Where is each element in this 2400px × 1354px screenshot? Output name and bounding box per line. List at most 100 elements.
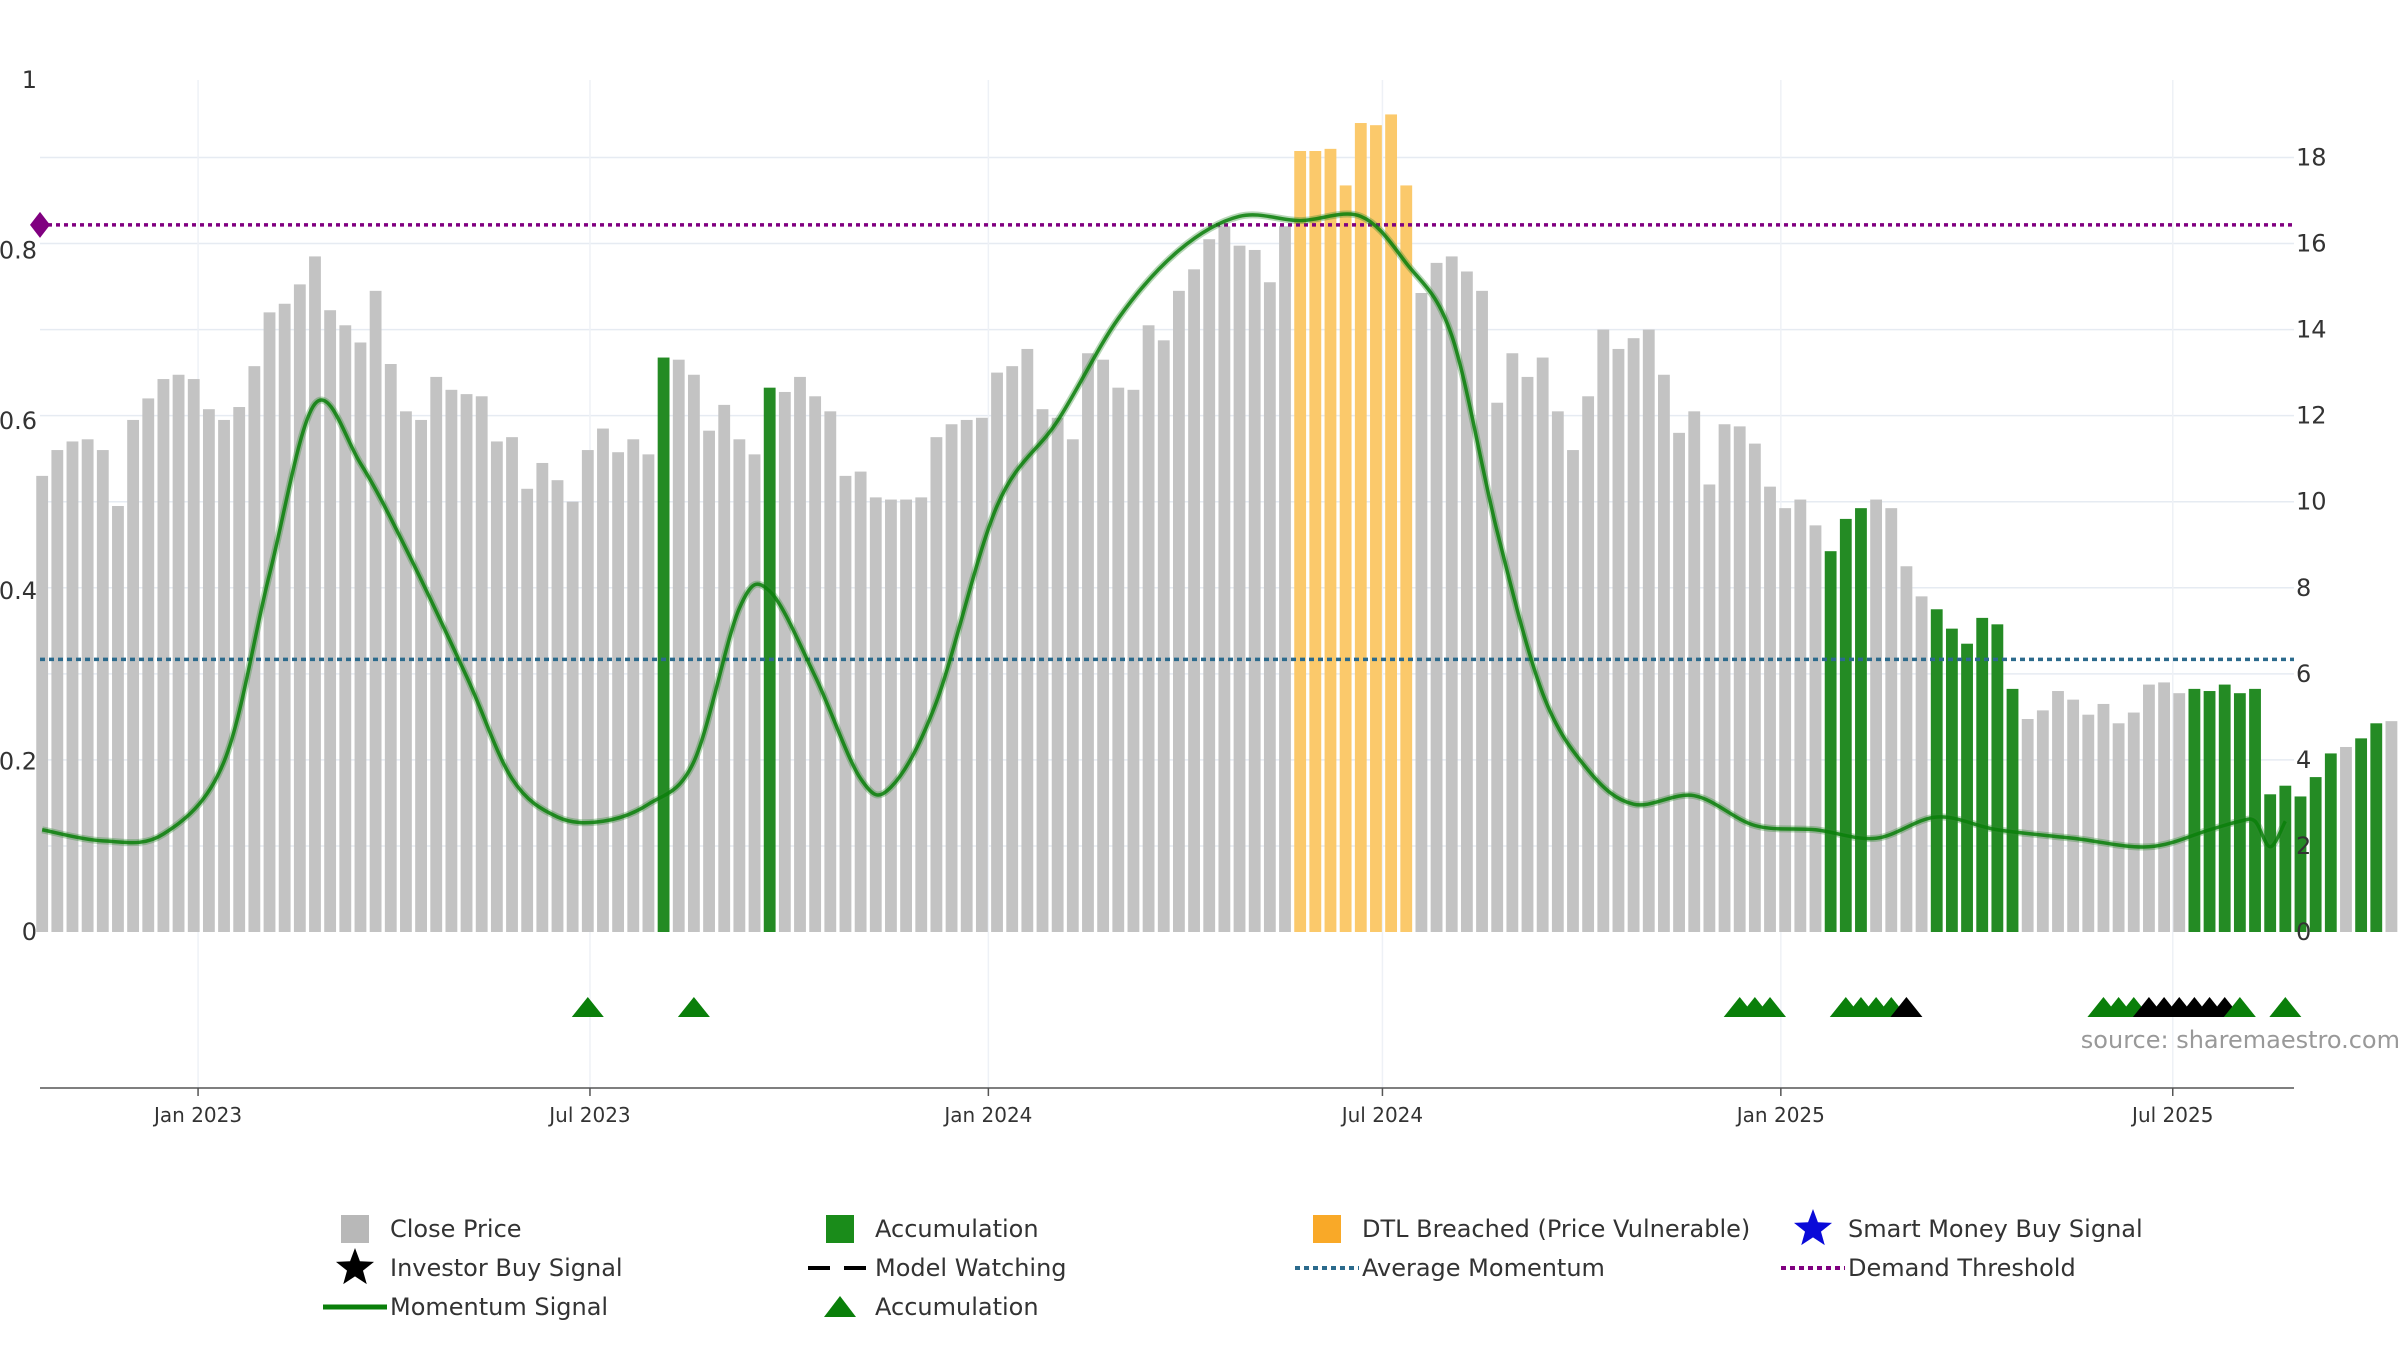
accumulation-bar (1855, 508, 1867, 932)
close-price-bar (51, 450, 64, 932)
close-price-bar (263, 312, 276, 932)
close-price-bar (1703, 484, 1716, 932)
accumulation-bar (2249, 688, 2261, 932)
close-price-bar (1066, 439, 1079, 932)
accumulation-bar (1991, 624, 2004, 932)
accumulation-bar (1945, 628, 1958, 932)
legend-label: Close Price (390, 1215, 522, 1243)
close-price-bar (521, 488, 534, 932)
accumulation-bar (2324, 753, 2337, 932)
y-right-tick-label: 12 (2296, 402, 2327, 430)
lines (30, 210, 2294, 851)
close-price-bar (1157, 340, 1170, 932)
legend-label: DTL Breached (Price Vulnerable) (1362, 1215, 1750, 1243)
close-price-bar (824, 411, 837, 932)
y-right-tick-label: 10 (2296, 488, 2327, 516)
close-price-bar (930, 437, 943, 932)
dtl-breached-bar (1354, 123, 1367, 933)
close-price-bar (400, 411, 412, 932)
close-price-bar (718, 404, 731, 932)
close-price-bar (1779, 508, 1792, 932)
legend-label: Accumulation (875, 1215, 1039, 1243)
close-price-bar (1642, 329, 1655, 932)
close-price-bar (2082, 714, 2095, 932)
close-price-bar (869, 497, 882, 932)
close-price-bar (475, 396, 488, 933)
close-price-bar (490, 441, 503, 932)
markers (571, 997, 2302, 1017)
dtl-breached-bar (1309, 151, 1322, 932)
legend-star-icon (1793, 1209, 1833, 1246)
close-price-bar (1021, 348, 1034, 932)
x-tick-label: Jul 2024 (1340, 1103, 1423, 1127)
close-price-bar (1567, 450, 1579, 932)
close-price-bar (2340, 746, 2352, 932)
close-price-bar (597, 428, 609, 932)
close-price-bar (612, 452, 625, 932)
y-left-tick-label: 1 (22, 66, 37, 94)
close-price-bar (1915, 596, 1928, 932)
accumulation-marker (2223, 997, 2256, 1017)
close-price-bar (127, 419, 140, 932)
close-price-bar (1188, 269, 1200, 932)
close-price-bar (309, 256, 321, 932)
y-left-tick-label: 0.4 (0, 577, 37, 605)
close-price-bar (369, 290, 382, 932)
accumulation-bar (1961, 643, 1973, 932)
close-price-bar (642, 454, 655, 932)
close-price-bar (854, 471, 867, 932)
accumulation-marker (677, 997, 710, 1017)
close-price-bar (900, 499, 913, 932)
close-price-bar (157, 379, 170, 932)
accumulation-marker (2269, 997, 2302, 1017)
x-tick-label: Jan 2025 (1735, 1103, 1825, 1127)
close-price-bar (687, 374, 700, 932)
close-price-bar (991, 372, 1003, 932)
accumulation-bar (1824, 551, 1837, 932)
demand-threshold-marker (30, 211, 50, 238)
accumulation-bar (2355, 738, 2368, 932)
dtl-breached-bar (1370, 125, 1382, 932)
investor-signal-marker (1890, 997, 1923, 1017)
source-label: source: sharemaestro.com (2081, 1026, 2400, 1054)
legend-square-icon (826, 1215, 854, 1243)
legend: Close Price Accumulation DTL Breached (Pri… (323, 1209, 2143, 1321)
dtl-breached-bar (1324, 148, 1337, 932)
y-right-tick-label: 6 (2296, 660, 2311, 688)
dtl-breached-bar (1385, 114, 1398, 932)
accumulation-bar (2203, 691, 2216, 932)
close-price-bar (2097, 703, 2110, 932)
close-price-bar (1551, 411, 1564, 932)
close-price-bar (1718, 424, 1731, 932)
close-price-bar (278, 303, 291, 932)
close-price-bar (1673, 432, 1685, 932)
bars (36, 114, 2398, 933)
close-price-bar (1900, 566, 1913, 932)
close-price-bar (1582, 396, 1595, 933)
close-price-bar (1870, 499, 1883, 932)
close-price-bar (915, 497, 928, 932)
dtl-breached-bar (1339, 185, 1352, 932)
close-price-bar (1082, 353, 1094, 932)
close-price-bar (1415, 293, 1428, 932)
close-price-bar (1536, 357, 1549, 933)
x-tick-label: Jul 2025 (2130, 1103, 2213, 1127)
y-right-tick-label: 18 (2296, 143, 2327, 171)
close-price-bar (1658, 374, 1670, 932)
close-price-bar (293, 284, 306, 933)
close-price-bar (218, 419, 230, 932)
accumulation-bar (657, 357, 670, 933)
close-price-bar (748, 454, 761, 932)
close-price-bar (1460, 271, 1473, 932)
close-price-bar (551, 480, 564, 932)
close-price-bar (1006, 366, 1019, 933)
close-price-bar (2143, 684, 2155, 932)
accumulation-bar (2294, 796, 2307, 932)
close-price-bar (96, 450, 109, 932)
close-price-bar (1764, 486, 1776, 932)
y-right-tick-label: 2 (2296, 832, 2311, 860)
y-right-tick-label: 16 (2296, 230, 2327, 258)
close-price-bar (2158, 682, 2170, 932)
close-price-bar (1112, 387, 1125, 933)
